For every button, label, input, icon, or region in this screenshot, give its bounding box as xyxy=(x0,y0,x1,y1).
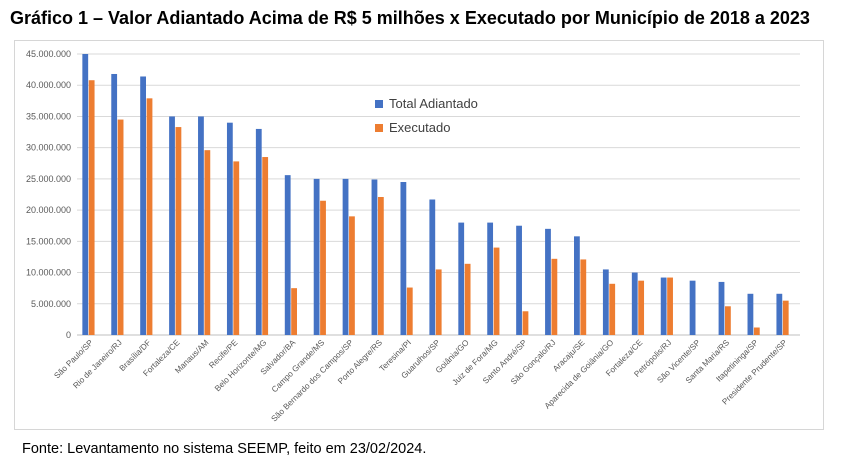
legend-label: Total Adiantado xyxy=(389,96,478,111)
y-tick-label: 20.000.000 xyxy=(26,205,71,215)
bar-total-adiantado xyxy=(776,293,783,335)
y-tick-label: 25.000.000 xyxy=(26,174,71,184)
bar-executado xyxy=(146,98,153,335)
y-tick-label: 40.000.000 xyxy=(26,80,71,90)
bar-total-adiantado xyxy=(487,222,494,335)
bar-executado xyxy=(435,269,442,335)
x-tick-label: Campo Grande/MS xyxy=(270,338,327,395)
bar-executado xyxy=(638,280,645,335)
y-tick-label: 30.000.000 xyxy=(26,143,71,153)
bar-executado xyxy=(522,311,529,335)
bar-executado xyxy=(580,259,587,335)
bar-total-adiantado xyxy=(602,269,609,335)
bar-total-adiantado xyxy=(516,225,522,335)
bar-total-adiantado xyxy=(718,281,725,335)
bar-executado xyxy=(667,277,673,335)
legend-swatch xyxy=(375,124,383,132)
bar-total-adiantado xyxy=(689,280,696,335)
y-axis-tick-labels: 0 5.000.000 10.000.000 15.000.000 20.000.000… xyxy=(26,49,71,340)
source-note: Fonte: Levantamento no sistema SEEMP, fe… xyxy=(22,441,427,457)
bar-total-adiantado xyxy=(255,128,262,335)
x-tick-label: Belo Horizonte/MG xyxy=(213,338,268,393)
bar-total-adiantado xyxy=(458,222,465,335)
bar-executado xyxy=(406,287,413,335)
bar-total-adiantado xyxy=(226,122,233,335)
bar-executado xyxy=(117,119,124,335)
bar-total-adiantado xyxy=(342,178,349,335)
bar-chart: 0 5.000.000 10.000.000 15.000.000 20.000.000… xyxy=(26,49,800,424)
bar-executado xyxy=(377,196,384,335)
bar-total-adiantado xyxy=(169,116,175,335)
bar-total-adiantado xyxy=(284,175,291,335)
bar-executado xyxy=(551,258,558,335)
bar-executado xyxy=(753,327,760,335)
bar-total-adiantado xyxy=(371,179,378,335)
bar-executado xyxy=(233,161,240,335)
bar-total-adiantado xyxy=(574,236,580,335)
bar-executado xyxy=(782,300,789,335)
bar-executado xyxy=(725,306,731,335)
bar-total-adiantado xyxy=(631,272,638,335)
bar-total-adiantado xyxy=(429,199,436,335)
bar-executado xyxy=(493,247,500,335)
bar-total-adiantado xyxy=(545,228,551,335)
y-tick-label: 0 xyxy=(66,330,71,340)
bar-executado xyxy=(262,157,269,335)
bar-executado xyxy=(204,150,211,335)
legend: Total Adiantado Executado xyxy=(375,96,478,135)
bar-total-adiantado xyxy=(660,277,667,335)
bar-executado xyxy=(175,127,182,335)
bar-total-adiantado xyxy=(82,54,89,335)
bar-executado xyxy=(349,216,355,335)
bars xyxy=(82,54,789,335)
bar-total-adiantado xyxy=(400,182,407,335)
bar-executado xyxy=(609,283,616,335)
y-tick-label: 35.000.000 xyxy=(26,111,71,121)
bar-total-adiantado xyxy=(198,116,204,335)
bar-executado xyxy=(291,288,297,335)
y-tick-label: 15.000.000 xyxy=(26,236,71,246)
bar-executado xyxy=(464,263,471,335)
bar-total-adiantado xyxy=(140,76,146,335)
chart-title: Gráfico 1 – Valor Adiantado Acima de R$ … xyxy=(10,8,810,28)
bar-executado xyxy=(88,80,95,335)
y-tick-label: 10.000.000 xyxy=(26,268,71,278)
bar-total-adiantado xyxy=(747,293,754,335)
bar-total-adiantado xyxy=(313,178,320,335)
legend-swatch xyxy=(375,100,383,108)
y-tick-label: 45.000.000 xyxy=(26,49,71,59)
y-tick-label: 5.000.000 xyxy=(31,299,71,309)
bar-executado xyxy=(320,200,326,335)
legend-label: Executado xyxy=(389,120,450,135)
bar-total-adiantado xyxy=(111,73,118,335)
